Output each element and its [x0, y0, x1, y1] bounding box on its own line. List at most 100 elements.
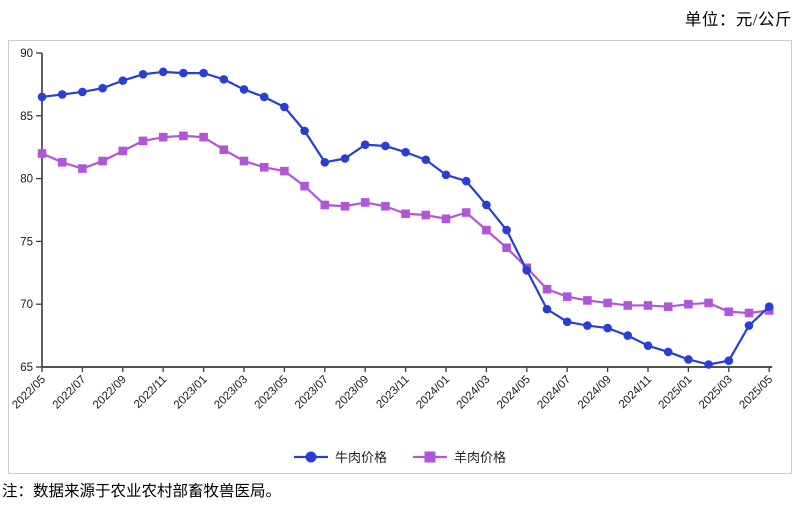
beef-price-marker [603, 323, 612, 333]
mutton-price-marker [502, 243, 511, 252]
mutton-price-marker [320, 200, 330, 210]
mutton-price-marker [623, 301, 633, 310]
x-tick-label-2024/01: 2024/01 [414, 374, 452, 412]
mutton-price-marker [98, 156, 107, 166]
mutton-price-marker [684, 299, 693, 309]
mutton-price-marker [401, 209, 410, 219]
mutton-price-marker [158, 132, 168, 142]
beef-price-marker [118, 76, 128, 85]
beef-price-marker [562, 317, 572, 327]
mutton-price-marker [118, 146, 128, 156]
y-tick-label-90: 90 [20, 48, 33, 60]
mutton-price-marker [724, 307, 734, 317]
legend-item-mutton-price: 羊肉价格 [413, 447, 506, 466]
mutton-price-marker [300, 181, 309, 191]
mutton-price-marker [340, 201, 350, 211]
footnote: 注：数据来源于农业农村部畜牧兽医局。 [2, 483, 282, 500]
y-tick-label-75: 75 [20, 236, 33, 248]
mutton-price-marker [482, 225, 491, 235]
beef-price-series [37, 67, 774, 369]
mutton-price-marker [239, 156, 249, 166]
x-tick-label-2023/11: 2023/11 [374, 374, 411, 411]
mutton-price-marker [259, 162, 269, 172]
mutton-price-legend-marker-icon [413, 451, 447, 462]
beef-price-marker [138, 70, 148, 79]
beef-price-marker [259, 92, 269, 102]
chart-panel: 65 70 75 80 85 90 2022/05 2022/07 2022/09 2022/11… [8, 40, 792, 474]
mutton-price-marker [219, 145, 229, 155]
beef-price-marker [663, 347, 673, 357]
beef-price-marker [300, 126, 309, 136]
x-tick-label-2023/09: 2023/09 [333, 374, 371, 412]
legend-item-beef-price: 牛肉价格 [293, 447, 387, 466]
x-tick-label-2025/05: 2025/05 [737, 374, 775, 412]
x-tick-label-2023/07: 2023/07 [293, 374, 331, 412]
beef-price-marker [502, 225, 511, 235]
x-tick-label-2023/01: 2023/01 [172, 374, 210, 412]
mutton-price-marker [280, 166, 289, 176]
chart-legend: 牛肉价格 羊肉价格 [9, 447, 791, 466]
mutton-price-legend-label: 羊肉价格 [454, 450, 507, 465]
x-tick-label-2022/05: 2022/05 [10, 374, 48, 412]
y-tick-label-65: 65 [20, 362, 33, 374]
beef-price-marker [744, 321, 754, 330]
beef-price-marker [158, 67, 168, 77]
mutton-price-marker [78, 164, 87, 173]
beef-price-marker [239, 85, 249, 94]
mutton-price-marker [663, 302, 673, 312]
beef-price-marker [421, 155, 431, 165]
beef-price-marker [381, 141, 390, 151]
mutton-price-marker [360, 198, 370, 207]
beef-price-marker [764, 302, 774, 312]
beef-price-marker [57, 90, 67, 99]
mutton-price-marker [583, 296, 592, 305]
beef-price-marker [643, 341, 653, 350]
beef-price-marker [583, 321, 592, 330]
price-line-chart: 65 70 75 80 85 90 2022/05 2022/07 2022/09 2022/11… [10, 48, 775, 412]
beef-price-marker [98, 83, 107, 93]
beef-price-legend-label: 牛肉价格 [334, 450, 387, 465]
beef-price-marker [78, 87, 87, 97]
beef-price-marker [280, 102, 289, 112]
x-tick-label-2022/11: 2022/11 [132, 374, 169, 411]
mutton-price-marker [461, 208, 471, 217]
mutton-price-marker [57, 157, 67, 167]
x-tick-label-2024/09: 2024/09 [576, 374, 614, 412]
x-tick-label-2023/05: 2023/05 [253, 374, 291, 412]
mutton-price-marker [704, 298, 713, 308]
beef-price-marker [199, 68, 208, 78]
beef-price-marker [37, 92, 47, 102]
x-tick-label-2024/05: 2024/05 [495, 374, 533, 412]
beef-price-marker [360, 140, 370, 149]
beef-price-marker [320, 157, 330, 167]
beef-price-marker [401, 147, 410, 157]
mutton-price-marker [542, 284, 552, 294]
y-tick-label-80: 80 [20, 174, 33, 186]
x-tick-label-2024/11: 2024/11 [617, 374, 654, 411]
beef-price-marker [684, 355, 693, 364]
y-tick-label-70: 70 [20, 299, 33, 311]
beef-price-marker [219, 75, 229, 84]
mutton-price-marker [179, 131, 188, 141]
beef-price-marker [179, 68, 188, 78]
x-tick-label-2024/03: 2024/03 [455, 374, 493, 412]
beef-price-marker [724, 356, 734, 366]
x-tick-label-2025/01: 2025/01 [657, 374, 695, 412]
x-tick-label-2024/07: 2024/07 [535, 374, 573, 412]
x-tick-label-2022/07: 2022/07 [51, 374, 89, 412]
x-tick-label-2025/03: 2025/03 [697, 374, 735, 412]
y-tick-label-85: 85 [20, 111, 33, 123]
beef-price-marker [522, 265, 532, 275]
beef-price-marker [542, 304, 552, 314]
mutton-price-marker [603, 298, 612, 308]
beef-price-marker [482, 200, 491, 210]
beef-price-marker [441, 170, 451, 180]
beef-price-line [40, 70, 771, 366]
mutton-price-line [40, 134, 771, 315]
mutton-price-marker [381, 201, 390, 211]
mutton-price-marker [199, 132, 208, 142]
mutton-price-marker [643, 301, 653, 310]
x-tick-label-2023/03: 2023/03 [212, 374, 250, 412]
beef-price-marker [623, 331, 633, 340]
mutton-price-marker [744, 308, 754, 318]
